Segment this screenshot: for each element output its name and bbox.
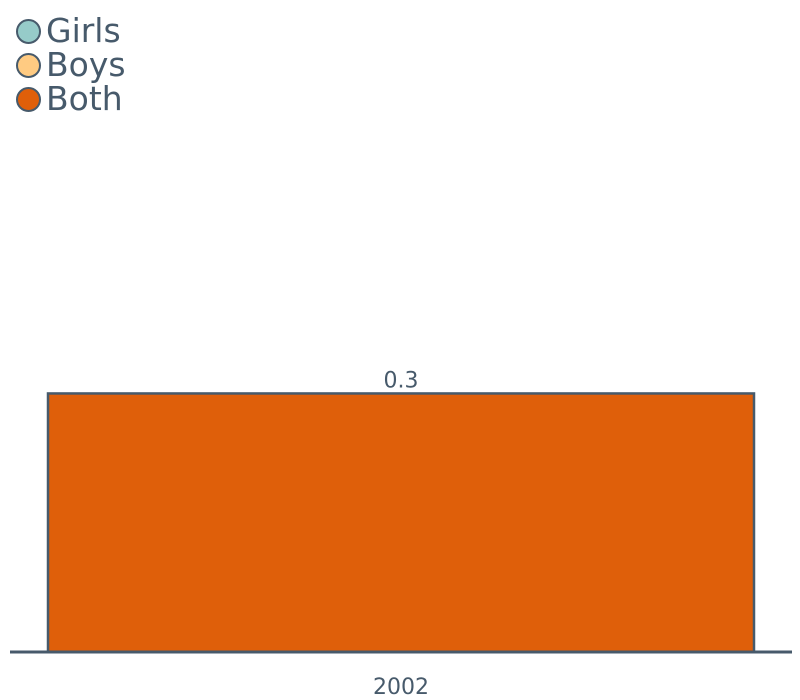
- legend-swatch-boys: [16, 52, 41, 78]
- legend-swatch-girls: [16, 18, 41, 44]
- legend-item-both[interactable]: Both: [16, 82, 126, 116]
- legend-label-both: Both: [46, 79, 123, 118]
- bars-layer: [46, 392, 756, 654]
- legend-item-girls[interactable]: Girls: [16, 14, 126, 48]
- legend-swatch-both: [16, 86, 41, 112]
- legend: Girls Boys Both: [16, 14, 126, 116]
- data-label-2002: 0.3: [384, 368, 419, 393]
- bar-both-2002[interactable]: [46, 392, 756, 654]
- legend-item-boys[interactable]: Boys: [16, 48, 126, 82]
- legend-label-girls: Girls: [46, 11, 121, 50]
- legend-label-boys: Boys: [46, 45, 126, 84]
- x-tick-label-2002: 2002: [373, 675, 429, 700]
